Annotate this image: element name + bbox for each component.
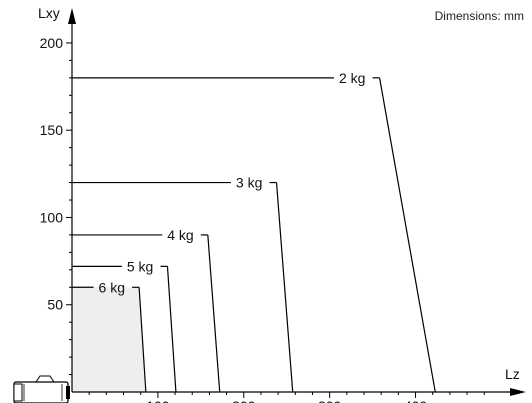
y-tick-label: 50 (47, 297, 63, 313)
series-descending-line (207, 234, 221, 393)
series-label: 2 kg (339, 70, 365, 86)
series-label: 3 kg (236, 175, 262, 191)
series-descending-line (275, 182, 294, 393)
series-label: 6 kg (99, 279, 125, 295)
x-axis-label: Lz (505, 366, 520, 382)
y-tick-label: 150 (40, 122, 64, 138)
series-descending-line (138, 287, 147, 393)
y-tick-label: 100 (40, 209, 64, 225)
unit-note: Dimensions: mm (434, 9, 524, 23)
x-tick-label: 300 (318, 398, 342, 403)
x-tick-label: 400 (404, 398, 428, 403)
series-descending-line (166, 266, 177, 393)
x-axis-arrow (510, 388, 526, 396)
y-axis-arrow (68, 8, 76, 24)
x-tick-label: 200 (232, 398, 256, 403)
y-tick-label: 200 (40, 35, 64, 51)
safe-zone-fill (72, 287, 146, 392)
gripper-icon (13, 375, 70, 403)
series-label: 4 kg (167, 227, 193, 243)
x-tick-label: 100 (146, 398, 170, 403)
series-descending-line (378, 77, 436, 393)
series-label: 5 kg (127, 258, 153, 274)
y-axis-label: Lxy (38, 5, 60, 21)
